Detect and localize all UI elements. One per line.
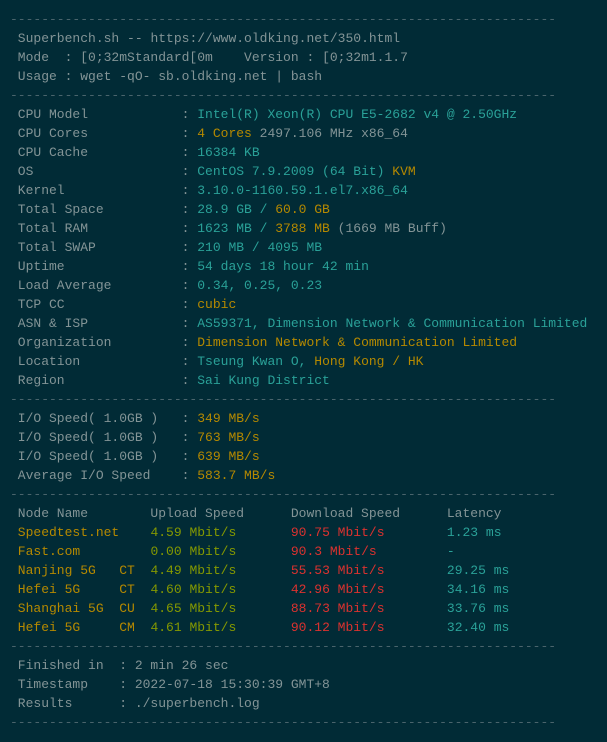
- divider: ----------------------------------------…: [10, 86, 597, 105]
- system-info-row: Total RAM : 1623 MB / 3788 MB (1669 MB B…: [10, 219, 597, 238]
- io-speed-row: I/O Speed( 1.0GB ) : 349 MB/s: [10, 409, 597, 428]
- io-speed-row: I/O Speed( 1.0GB ) : 763 MB/s: [10, 428, 597, 447]
- divider: ----------------------------------------…: [10, 637, 597, 656]
- io-speed-row: Average I/O Speed : 583.7 MB/s: [10, 466, 597, 485]
- header-mode: Mode : [0;32mStandard[0m Version : [0;32…: [10, 48, 597, 67]
- system-info-row: Organization : Dimension Network & Commu…: [10, 333, 597, 352]
- system-info-row: Location : Tseung Kwan O, Hong Kong / HK: [10, 352, 597, 371]
- footer-timestamp: Timestamp : 2022-07-18 15:30:39 GMT+8: [10, 675, 597, 694]
- system-info-row: CPU Cores : 4 Cores 2497.106 MHz x86_64: [10, 124, 597, 143]
- speedtest-row: Fast.com 0.00 Mbit/s 90.3 Mbit/s -: [10, 542, 597, 561]
- speedtest-row: Hefei 5G CT 4.60 Mbit/s 42.96 Mbit/s 34.…: [10, 580, 597, 599]
- system-info-row: Uptime : 54 days 18 hour 42 min: [10, 257, 597, 276]
- speedtest-row: Hefei 5G CM 4.61 Mbit/s 90.12 Mbit/s 32.…: [10, 618, 597, 637]
- footer-results: Results : ./superbench.log: [10, 694, 597, 713]
- divider: ----------------------------------------…: [10, 485, 597, 504]
- terminal-output: ----------------------------------------…: [10, 10, 597, 732]
- system-info-row: Total Space : 28.9 GB / 60.0 GB: [10, 200, 597, 219]
- system-info-row: CPU Cache : 16384 KB: [10, 143, 597, 162]
- system-info-row: Total SWAP : 210 MB / 4095 MB: [10, 238, 597, 257]
- system-info-row: Region : Sai Kung District: [10, 371, 597, 390]
- footer-finished: Finished in : 2 min 26 sec: [10, 656, 597, 675]
- header-title: Superbench.sh -- https://www.oldking.net…: [10, 29, 597, 48]
- divider: ----------------------------------------…: [10, 390, 597, 409]
- speedtest-row: Shanghai 5G CU 4.65 Mbit/s 88.73 Mbit/s …: [10, 599, 597, 618]
- system-info-row: TCP CC : cubic: [10, 295, 597, 314]
- system-info-row: Load Average : 0.34, 0.25, 0.23: [10, 276, 597, 295]
- divider: ----------------------------------------…: [10, 10, 597, 29]
- speedtest-row: Nanjing 5G CT 4.49 Mbit/s 55.53 Mbit/s 2…: [10, 561, 597, 580]
- system-info-row: OS : CentOS 7.9.2009 (64 Bit) KVM: [10, 162, 597, 181]
- speed-header: Node Name Upload Speed Download Speed La…: [10, 504, 597, 523]
- header-usage: Usage : wget -qO- sb.oldking.net | bash: [10, 67, 597, 86]
- system-info-row: Kernel : 3.10.0-1160.59.1.el7.x86_64: [10, 181, 597, 200]
- speedtest-row: Speedtest.net 4.59 Mbit/s 90.75 Mbit/s 1…: [10, 523, 597, 542]
- io-speed-row: I/O Speed( 1.0GB ) : 639 MB/s: [10, 447, 597, 466]
- system-info-row: CPU Model : Intel(R) Xeon(R) CPU E5-2682…: [10, 105, 597, 124]
- divider: ----------------------------------------…: [10, 713, 597, 732]
- system-info-row: ASN & ISP : AS59371, Dimension Network &…: [10, 314, 597, 333]
